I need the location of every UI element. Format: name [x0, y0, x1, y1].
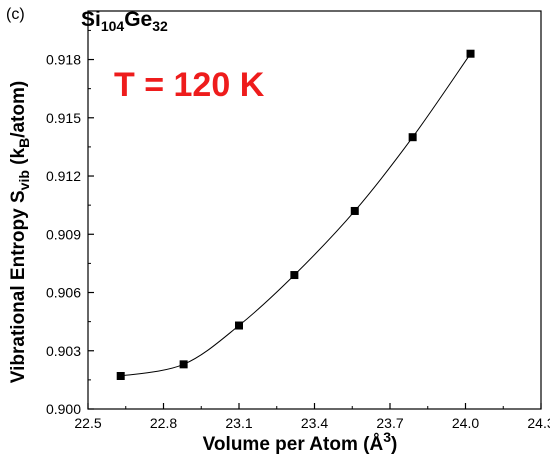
- data-point-marker: [466, 49, 475, 58]
- x-tick-label: 24.3: [527, 415, 550, 431]
- data-point-marker: [116, 371, 125, 380]
- series-group: [116, 49, 475, 380]
- y-tick-label: 0.903: [46, 343, 81, 359]
- y-axis-ticks: 0.900 0.903 0.906 0.909 0.912 0.915 0.918: [46, 29, 94, 417]
- panel-label: (c): [6, 6, 25, 23]
- data-point-marker: [350, 206, 359, 215]
- x-tick-label: 23.7: [376, 415, 403, 431]
- x-axis-title: Volume per Atom (Å3): [203, 429, 398, 455]
- data-point-marker: [408, 133, 417, 142]
- y-tick-label: 0.906: [46, 285, 81, 301]
- x-tick-label: 23.1: [225, 415, 252, 431]
- x-tick-label: 22.8: [150, 415, 177, 431]
- data-point-marker: [179, 360, 188, 369]
- x-axis-ticks: 22.5 22.8 23.1 23.4 23.7 24.0 24.3: [74, 403, 550, 431]
- y-tick-label: 0.909: [46, 226, 81, 242]
- y-tick-label: 0.918: [46, 52, 81, 68]
- y-tick-label: 0.912: [46, 168, 81, 184]
- x-tick-label: 22.5: [74, 415, 101, 431]
- data-point-marker: [235, 321, 243, 330]
- x-tick-label: 23.4: [301, 415, 328, 431]
- data-point-marker: [290, 271, 299, 280]
- y-tick-label: 0.900: [46, 401, 81, 417]
- y-tick-label: 0.915: [46, 110, 81, 126]
- y-axis-title: Vibrational Entropy Svib (kB/atom): [8, 81, 32, 383]
- x-tick-label: 24.0: [452, 415, 479, 431]
- temperature-annotation: T = 120 K: [114, 66, 265, 104]
- formula-title: Si104Ge32: [81, 8, 168, 34]
